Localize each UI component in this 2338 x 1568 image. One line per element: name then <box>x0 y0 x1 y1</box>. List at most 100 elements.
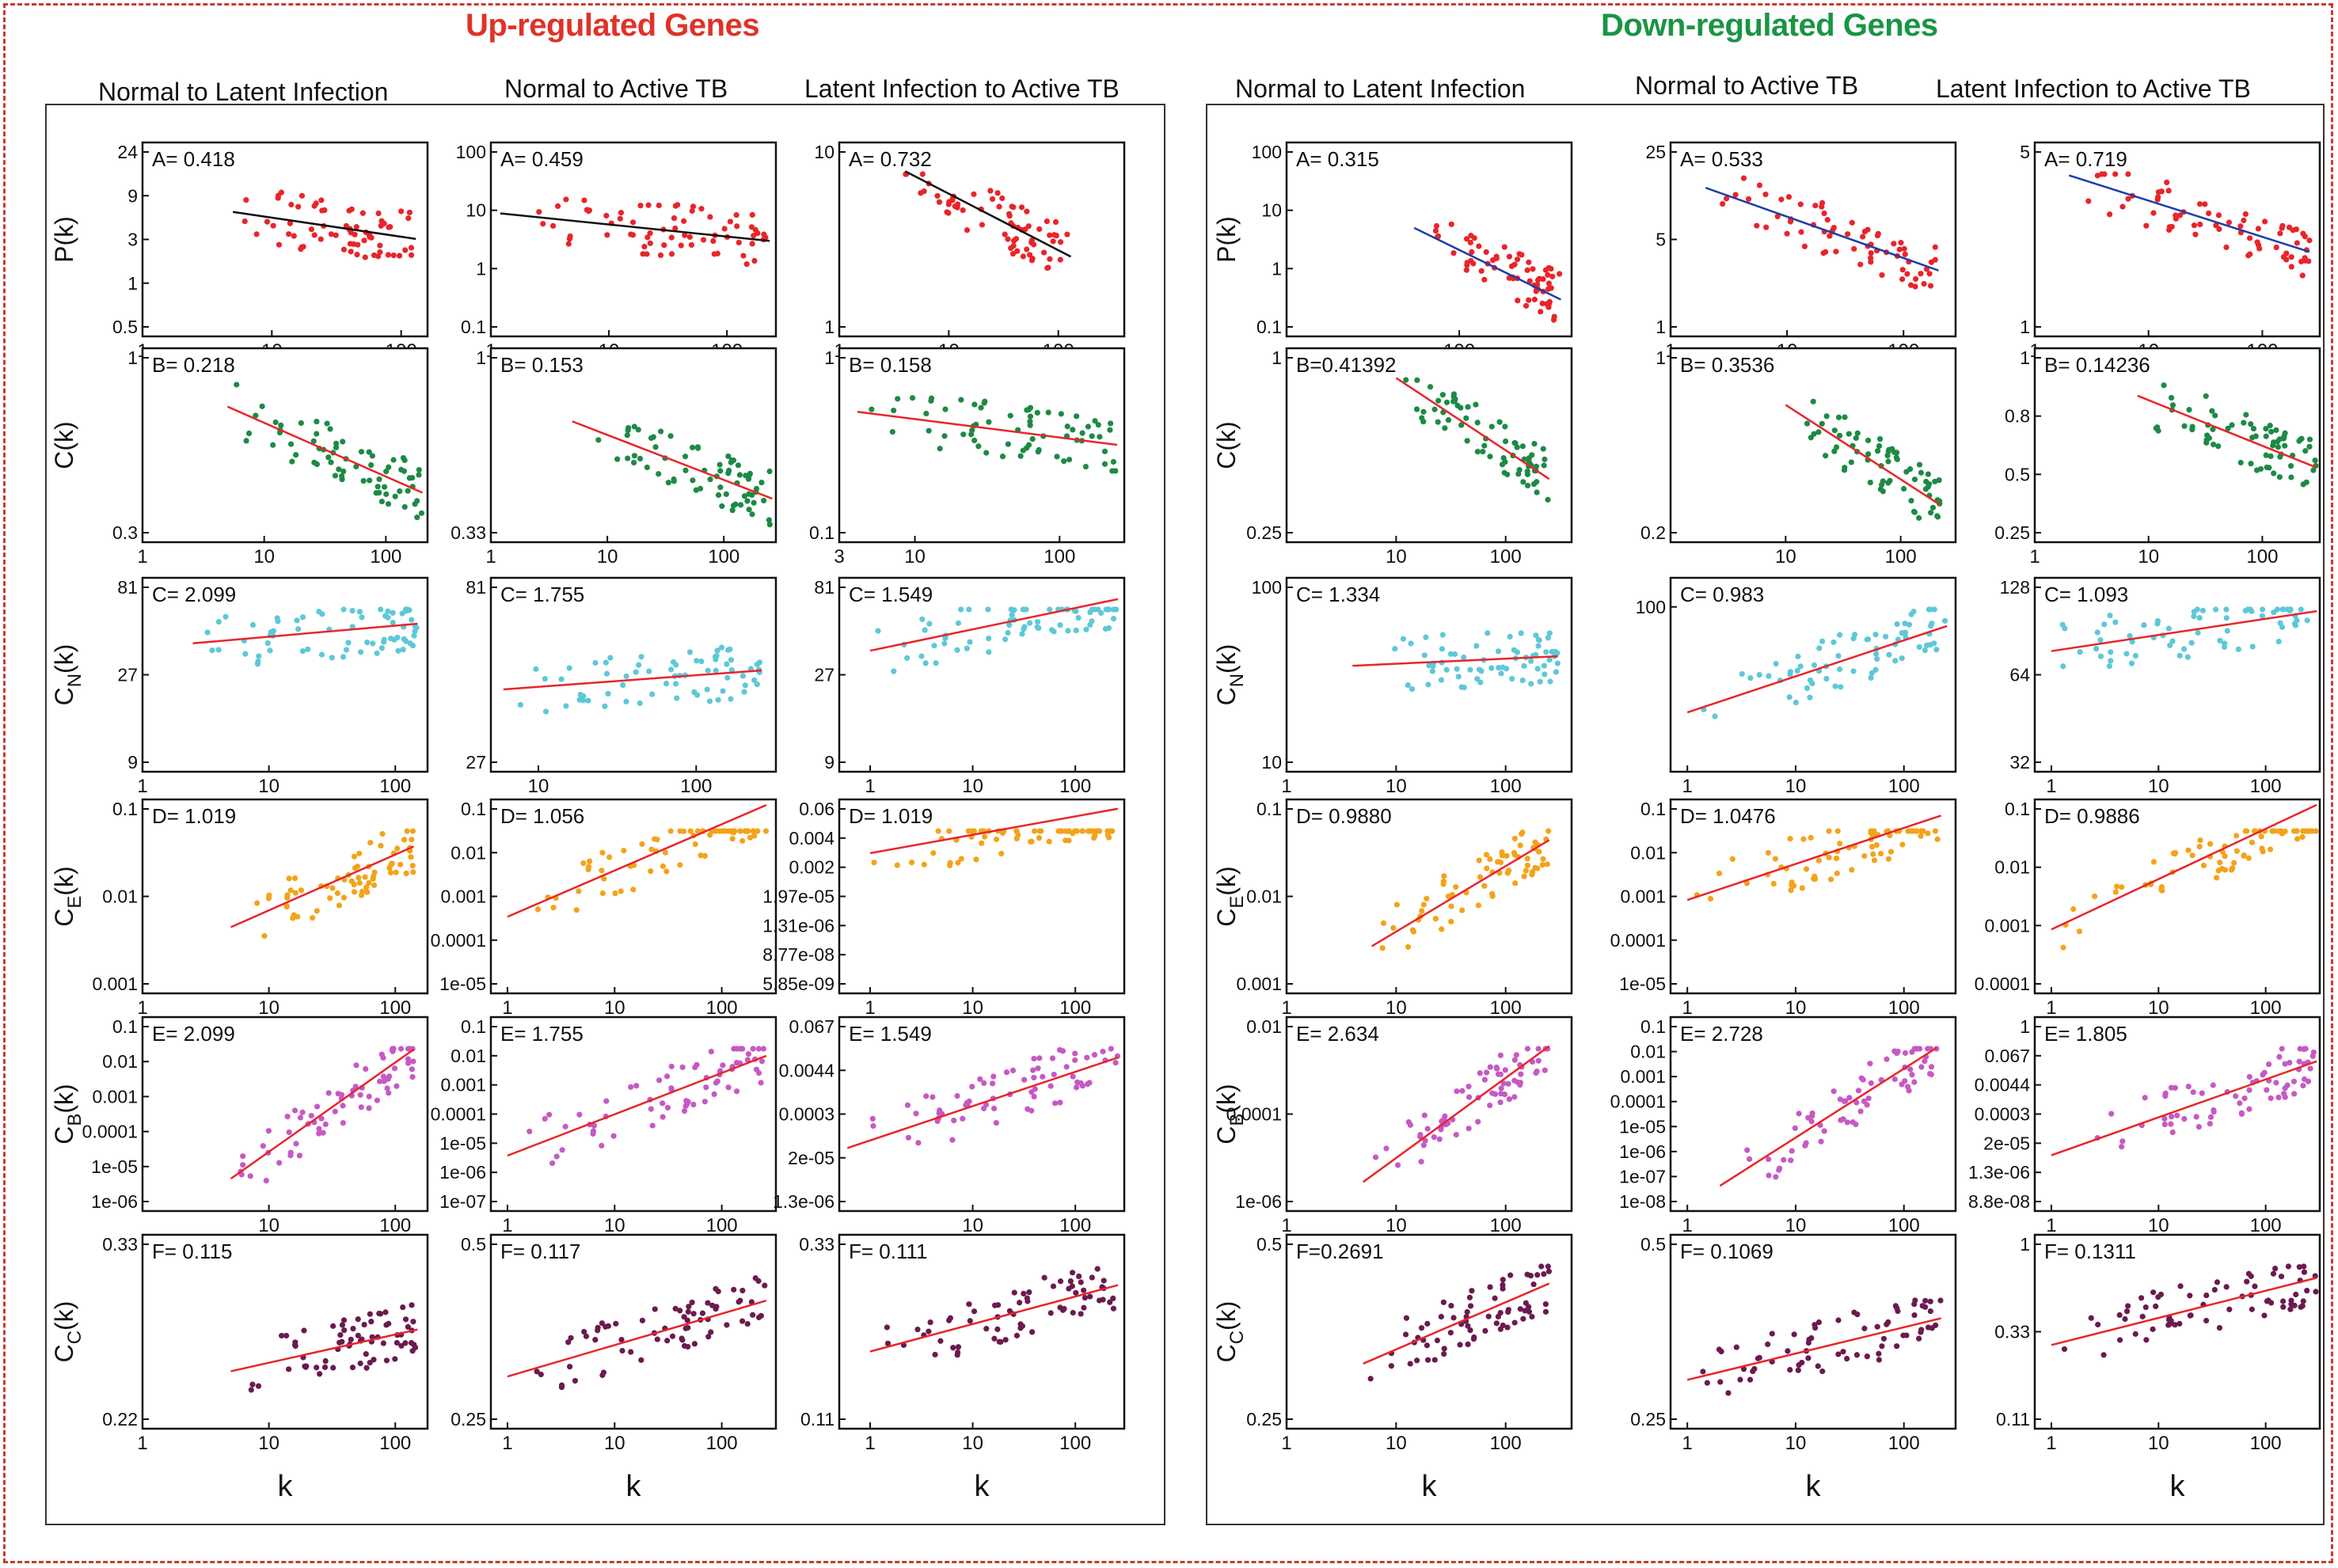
data-point-down-r5-c2 <box>2122 1316 2128 1323</box>
data-point-up-r3-c1 <box>576 888 582 894</box>
data-point-down-r2-c0 <box>1541 663 1547 669</box>
data-point-up-r0-c2 <box>1028 237 1036 244</box>
data-point-up-r1-c0 <box>272 419 279 426</box>
data-point-down-r1-c2 <box>2312 457 2318 464</box>
fit-line-up-r3-c2 <box>869 807 1119 855</box>
data-point-up-r2-c0 <box>385 608 391 614</box>
data-point-down-r2-c2 <box>2062 625 2068 632</box>
plot-frame-down-r5-c2 <box>2033 1233 2321 1430</box>
fit-line-down-r4-c2 <box>2051 1060 2317 1156</box>
data-point-down-r0-c1 <box>1896 246 1903 252</box>
data-point-up-r3-c0 <box>408 854 414 860</box>
data-point-down-r4-c1 <box>1918 1064 1925 1070</box>
xtick-label-up-r4-c2: 100 <box>1059 1215 1091 1236</box>
xtick-label-up-r4-c1: 10 <box>604 1215 625 1236</box>
data-point-down-r2-c0 <box>1473 643 1480 649</box>
data-point-up-r3-c0 <box>266 892 272 898</box>
data-point-up-r2-c2 <box>966 606 972 613</box>
data-point-up-r1-c2 <box>926 427 932 434</box>
data-point-up-r3-c1 <box>762 828 770 834</box>
data-point-down-r1-c1 <box>1846 431 1852 437</box>
data-point-down-r5-c2 <box>2261 1312 2268 1319</box>
data-point-up-r0-c1 <box>749 241 755 247</box>
data-point-up-r1-c0 <box>397 488 403 495</box>
data-point-down-r5-c2 <box>2088 1315 2094 1321</box>
data-point-up-r5-c1 <box>739 1287 746 1294</box>
data-point-down-r2-c0 <box>1511 647 1517 653</box>
data-point-down-r4-c1 <box>1865 1095 1872 1102</box>
data-point-up-r0-c0 <box>264 218 271 225</box>
data-point-up-r4-c2 <box>1051 1071 1057 1078</box>
up-regulated-panel <box>45 104 1165 1525</box>
data-point-down-r5-c1 <box>1740 1366 1747 1372</box>
xtick-label-up-r1-c2: 100 <box>1044 546 1075 568</box>
ytick-label-up-r0-c0: 0.5 <box>112 317 138 337</box>
data-point-up-r2-c0 <box>204 629 211 636</box>
data-point-down-r0-c1 <box>1849 219 1855 226</box>
data-point-down-r2-c0 <box>1425 681 1431 688</box>
data-point-up-r2-c1 <box>728 696 734 702</box>
data-point-down-r0-c0 <box>1526 259 1532 265</box>
data-point-down-r4-c2 <box>2284 1082 2290 1088</box>
data-point-up-r1-c1 <box>729 507 736 514</box>
data-point-down-r0-c2 <box>2112 171 2119 177</box>
data-point-up-r4-c0 <box>325 1090 332 1096</box>
data-point-down-r2-c1 <box>1816 645 1823 651</box>
data-point-up-r5-c0 <box>255 1383 262 1389</box>
ytick-label-down-r0-c0: 0.1 <box>1256 317 1282 337</box>
data-point-down-r5-c1 <box>1795 1367 1801 1373</box>
data-point-up-r1-c1 <box>725 453 732 460</box>
data-point-up-r2-c2 <box>931 643 937 649</box>
xtick-label-up-r5-c0: 1 <box>137 1433 147 1454</box>
data-point-down-r4-c0 <box>1372 1154 1379 1160</box>
data-point-down-r4-c2 <box>2273 1080 2279 1086</box>
xtick-label-down-r1-c1: 10 <box>1775 546 1796 568</box>
data-point-up-r2-c2 <box>1026 620 1033 626</box>
data-point-up-r5-c0 <box>248 1387 254 1393</box>
data-point-up-r1-c1 <box>717 468 724 474</box>
data-point-down-r3-c1 <box>1871 857 1878 864</box>
data-point-up-r3-c0 <box>364 889 371 895</box>
data-point-up-r0-c0 <box>377 242 383 249</box>
data-point-up-r4-c0 <box>284 1114 291 1120</box>
data-point-up-r4-c1 <box>590 1128 597 1134</box>
ytick-label-down-r1-c2: 0.25 <box>1994 522 2030 543</box>
data-point-up-r2-c1 <box>720 688 726 694</box>
data-point-up-r5-c2 <box>1017 1300 1023 1306</box>
data-point-up-r1-c1 <box>631 459 637 466</box>
xtick-label-down-r2-c0: 10 <box>1386 776 1407 797</box>
data-point-up-r0-c1 <box>749 211 755 218</box>
fit-line-up-r0-c2 <box>904 170 1072 258</box>
fit-line-up-r3-c1 <box>507 803 767 918</box>
data-point-up-r4-c2 <box>1074 1084 1080 1091</box>
data-point-down-r3-c1 <box>1918 833 1924 839</box>
data-point-up-r0-c1 <box>690 203 697 210</box>
data-point-down-r5-c1 <box>1750 1368 1756 1375</box>
data-point-down-r0-c0 <box>1516 251 1523 257</box>
xtick-label-down-r5-c2: 100 <box>2250 1433 2282 1454</box>
data-point-up-r4-c0 <box>314 1103 321 1110</box>
data-point-up-r5-c0 <box>340 1317 348 1323</box>
data-point-down-r4-c1 <box>1867 1061 1873 1067</box>
data-point-down-r3-c1 <box>1707 895 1714 902</box>
data-point-down-r0-c2 <box>2300 230 2306 237</box>
data-point-up-r0-c1 <box>668 234 675 241</box>
data-point-down-r3-c2 <box>2242 828 2249 834</box>
xtick-label-down-r2-c2: 1 <box>2046 776 2056 797</box>
data-point-down-r5-c0 <box>1534 1272 1541 1278</box>
data-point-down-r2-c2 <box>2195 629 2201 636</box>
data-point-down-r3-c1 <box>1834 828 1841 834</box>
data-point-down-r1-c2 <box>2263 433 2269 439</box>
data-point-up-r1-c0 <box>385 501 392 507</box>
data-point-up-r0-c1 <box>641 243 648 250</box>
annotation-down-r5-c2: F= 0.1311 <box>2044 1240 2136 1263</box>
ytick-label-up-r0-c2: 10 <box>814 142 834 162</box>
data-point-up-r2-c0 <box>358 649 364 655</box>
data-point-up-r2-c1 <box>756 659 763 666</box>
data-point-down-r5-c2 <box>2285 1263 2292 1270</box>
data-point-up-r3-c0 <box>371 882 378 888</box>
plot-frame-down-r2-c1 <box>1669 576 1957 773</box>
data-point-down-r0-c1 <box>1899 276 1906 283</box>
data-point-down-r2-c0 <box>1549 648 1555 655</box>
plot-frame-down-r0-c0 <box>1285 141 1573 338</box>
